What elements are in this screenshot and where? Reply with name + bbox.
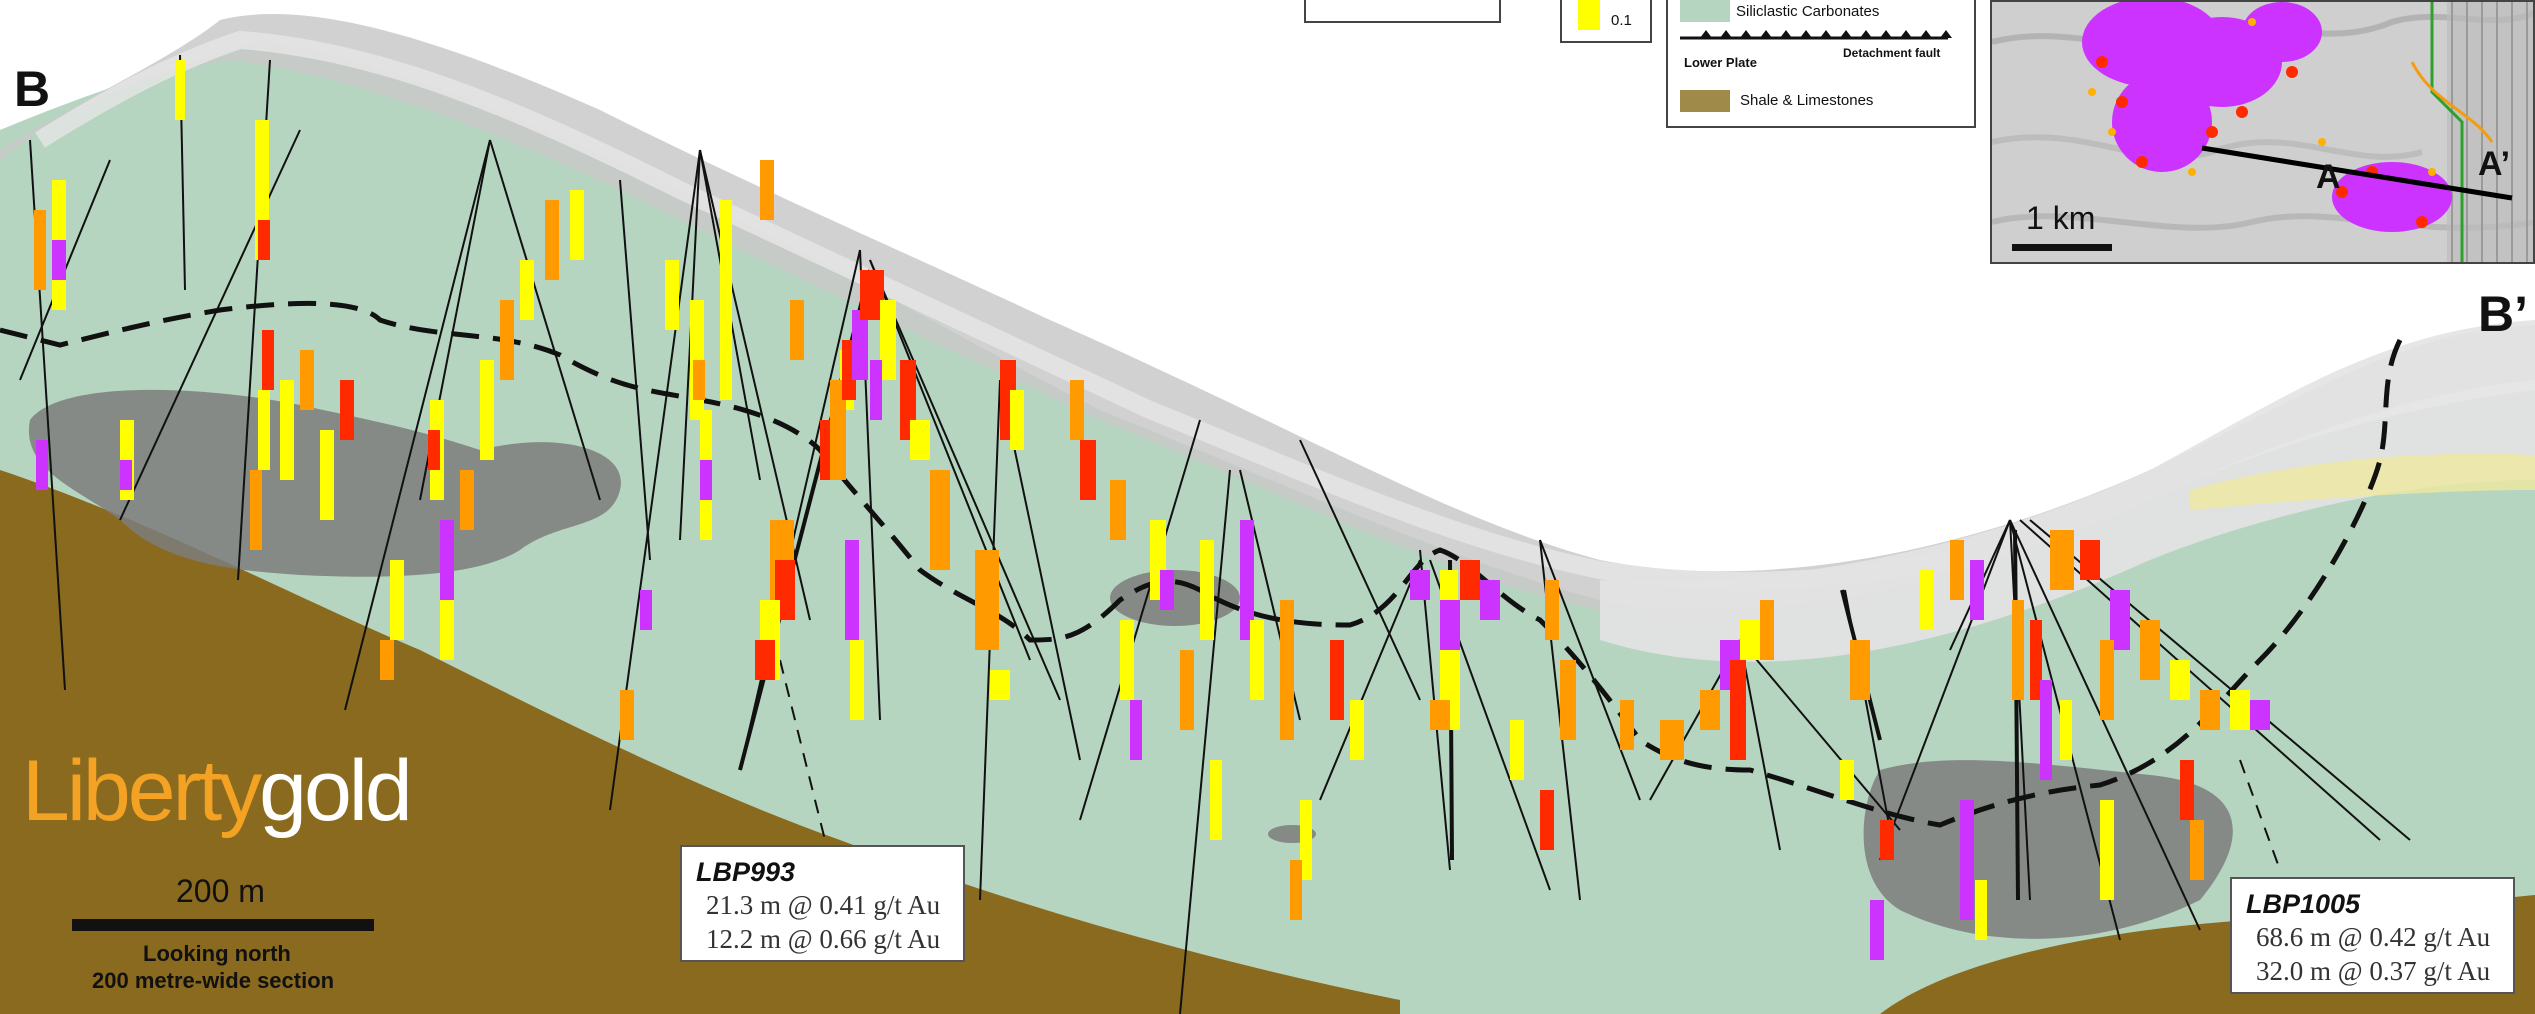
yellow-lens <box>2190 453 2535 510</box>
logo-word-liberty: Liberty <box>22 743 262 839</box>
inset-scale-label: 1 km <box>2026 200 2096 236</box>
legend-shale-swatch <box>1680 90 1730 112</box>
legend-swatch-box <box>1304 0 1501 23</box>
scale-bar <box>72 919 374 931</box>
mineralized-zone-4 <box>1863 760 2233 939</box>
callout-intercept: 12.2 m @ 0.66 g/t Au <box>706 924 941 954</box>
location-inset-map <box>1990 0 2535 264</box>
legend-shale-label: Shale & Limestones <box>1740 92 1874 109</box>
callout-intercept: 32.0 m @ 0.37 g/t Au <box>2256 956 2491 986</box>
legend-siliclastic-label: Siliclastic Carbonates <box>1736 3 1880 20</box>
callout-lbp1005: LBP1005 68.6 m @ 0.42 g/t Au 32.0 m @ 0.… <box>2230 877 2515 994</box>
legend-grade-value: 0.1 <box>1611 12 1632 29</box>
callout-hole-id: LBP993 <box>696 857 796 887</box>
detachment-fault <box>0 300 2403 828</box>
topography-highlight <box>35 30 1952 590</box>
section-label-b-prime: B’ <box>2478 286 2528 342</box>
drill-trace-dashed <box>2239 759 2281 871</box>
callout-lbp993: LBP993 21.3 m @ 0.41 g/t Au 12.2 m @ 0.6… <box>680 845 965 962</box>
scale-caption-2: 200 metre-wide section <box>92 968 335 993</box>
shale-limestone-unit <box>0 470 1400 1014</box>
inset-label-a: A <box>2316 158 2341 196</box>
legend-siliclastic-swatch <box>1680 0 1730 22</box>
assay-intervals <box>34 60 2270 960</box>
legend-lower-plate-label: Lower Plate <box>1684 55 1757 70</box>
liberty-gold-logo: Libertygold <box>22 748 413 834</box>
legend-grade-swatch <box>1578 0 1600 30</box>
scale-bar-label: 200 m <box>176 873 265 909</box>
legend-detachment-label: Detachment fault <box>1843 46 1941 60</box>
section-label-b: B <box>14 61 51 117</box>
right-hill <box>1600 320 2535 662</box>
drill-trace-dashed <box>779 659 831 861</box>
legend-grade-box <box>1560 0 1652 43</box>
callout-intercept: 21.3 m @ 0.41 g/t Au <box>706 890 941 920</box>
callout-intercept: 68.6 m @ 0.42 g/t Au <box>2256 922 2491 952</box>
inset-label-a-prime: A’ <box>2478 145 2511 183</box>
logo-word-gold: gold <box>259 743 413 839</box>
callout-hole-id: LBP1005 <box>2246 889 2361 919</box>
scale-caption-1: Looking north <box>143 941 291 966</box>
legend-detachment-teeth <box>1700 30 1952 38</box>
